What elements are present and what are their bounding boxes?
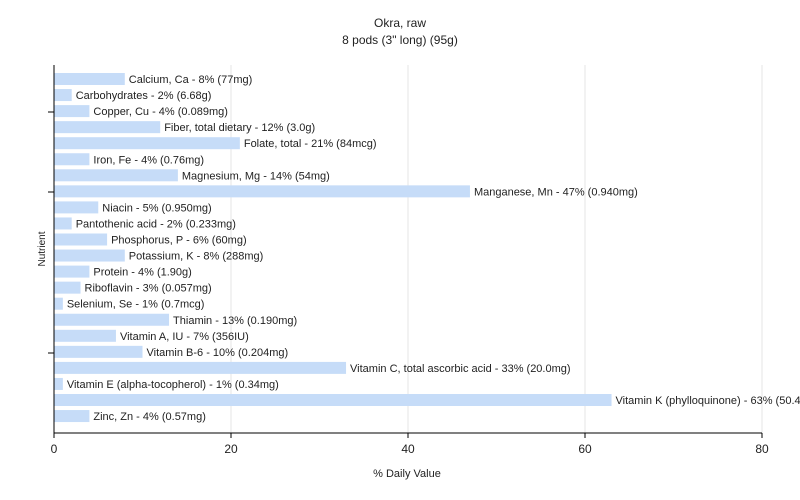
- bar: [54, 105, 90, 118]
- bar: [54, 233, 108, 246]
- bar-label: Protein - 4% (1.90g): [93, 267, 191, 279]
- x-tick-label: 20: [224, 442, 238, 456]
- bar: [54, 345, 143, 358]
- bar-label: Niacin - 5% (0.950mg): [102, 202, 211, 214]
- bar-label: Manganese, Mn - 47% (0.940mg): [474, 186, 638, 198]
- bar: [54, 394, 612, 406]
- x-tick-label: 40: [401, 442, 415, 456]
- bar: [54, 313, 170, 326]
- bar: [54, 410, 90, 423]
- bar-label: Thiamin - 13% (0.190mg): [173, 315, 297, 327]
- bar-label: Zinc, Zn - 4% (0.57mg): [93, 411, 205, 423]
- x-axis-label: % Daily Value: [373, 468, 441, 480]
- bar-label: Phosphorus, P - 6% (60mg): [111, 235, 247, 247]
- bar: [54, 329, 116, 342]
- bar-label: Potassium, K - 8% (288mg): [129, 251, 263, 263]
- bar: [54, 361, 347, 374]
- bar: [54, 185, 470, 198]
- bar: [54, 121, 161, 134]
- bar-label: Folate, total - 21% (84mcg): [244, 138, 377, 150]
- bar: [54, 89, 72, 102]
- bar-label: Fiber, total dietary - 12% (3.0g): [164, 122, 315, 134]
- x-tick-label: 80: [755, 442, 769, 456]
- bar-label: Calcium, Ca - 8% (77mg): [129, 74, 252, 86]
- bar: [54, 137, 240, 150]
- bar-label: Magnesium, Mg - 14% (54mg): [182, 170, 330, 182]
- bar: [54, 217, 72, 230]
- bar: [54, 377, 63, 390]
- bar-label: Vitamin C, total ascorbic acid - 33% (20…: [350, 363, 571, 375]
- bar: [54, 73, 125, 85]
- bar-label: Vitamin A, IU - 7% (356IU): [120, 331, 249, 343]
- bar-label: Riboflavin - 3% (0.057mg): [85, 283, 212, 295]
- bar-label: Vitamin B-6 - 10% (0.204mg): [147, 347, 289, 359]
- bar-label: Carbohydrates - 2% (6.68g): [76, 90, 212, 102]
- bar: [54, 297, 63, 310]
- bar: [54, 265, 90, 278]
- bar-label: Pantothenic acid - 2% (0.233mg): [76, 218, 236, 230]
- bar: [54, 201, 99, 214]
- bar-label: Selenium, Se - 1% (0.7mcg): [67, 299, 205, 311]
- x-tick-label: 60: [578, 442, 592, 456]
- bar-label: Iron, Fe - 4% (0.76mg): [93, 154, 204, 166]
- bar: [54, 153, 90, 166]
- bar: [54, 281, 81, 294]
- bar: [54, 169, 178, 182]
- x-tick-label: 0: [51, 442, 58, 456]
- chart-subtitle: 8 pods (3" long) (95g): [342, 33, 458, 47]
- y-axis-label: Nutrient: [37, 231, 48, 266]
- chart-title: Okra, raw: [373, 16, 426, 30]
- bar-label: Vitamin E (alpha-tocopherol) - 1% (0.34m…: [67, 379, 279, 391]
- bar: [54, 249, 125, 262]
- bar-label: Vitamin K (phylloquinone) - 63% (50.4mcg…: [616, 395, 800, 407]
- bar-label: Copper, Cu - 4% (0.089mg): [93, 106, 228, 118]
